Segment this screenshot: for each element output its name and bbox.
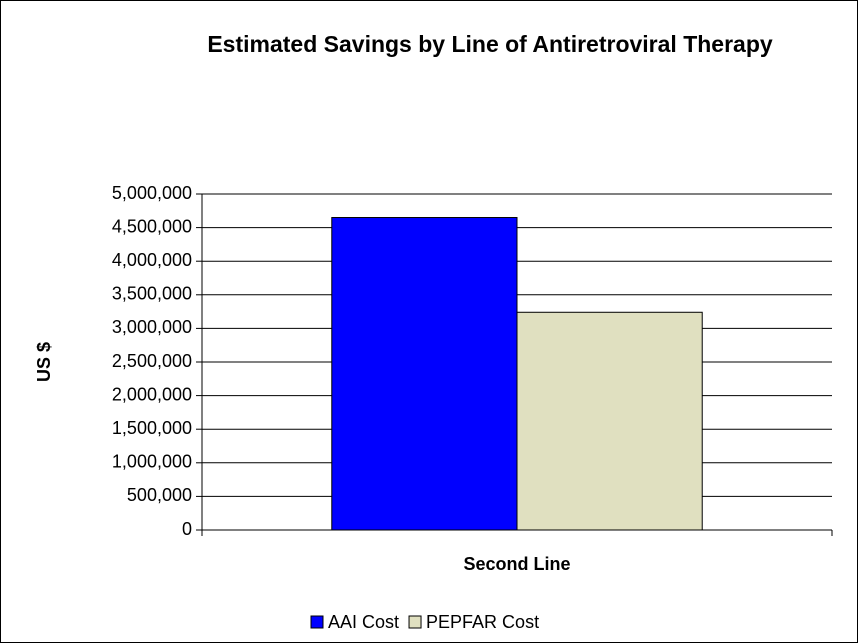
y-tick-label: 500,000 xyxy=(127,485,192,505)
legend-swatch xyxy=(408,615,422,629)
y-tick-label: 2,000,000 xyxy=(112,384,192,404)
y-tick-label: 3,500,000 xyxy=(112,284,192,304)
y-tick-label: 0 xyxy=(182,519,192,539)
y-tick-label: 1,000,000 xyxy=(112,452,192,472)
y-tick-label: 2,500,000 xyxy=(112,351,192,371)
y-tick-label: 4,500,000 xyxy=(112,216,192,236)
y-tick-label: 5,000,000 xyxy=(112,183,192,203)
bar xyxy=(516,311,703,531)
y-tick-label: 3,000,000 xyxy=(112,317,192,337)
x-tick-label: Second Line xyxy=(463,554,570,574)
legend-label: PEPFAR Cost xyxy=(426,612,539,632)
chart-title: Estimated Savings by Line of Antiretrovi… xyxy=(207,31,773,57)
legend-label: AAI Cost xyxy=(328,612,399,632)
y-axis-label: US $ xyxy=(34,342,54,382)
y-tick-label: 4,000,000 xyxy=(112,250,192,270)
y-tick-label: 1,500,000 xyxy=(112,418,192,438)
legend-swatch xyxy=(310,615,324,629)
bar xyxy=(331,217,518,531)
